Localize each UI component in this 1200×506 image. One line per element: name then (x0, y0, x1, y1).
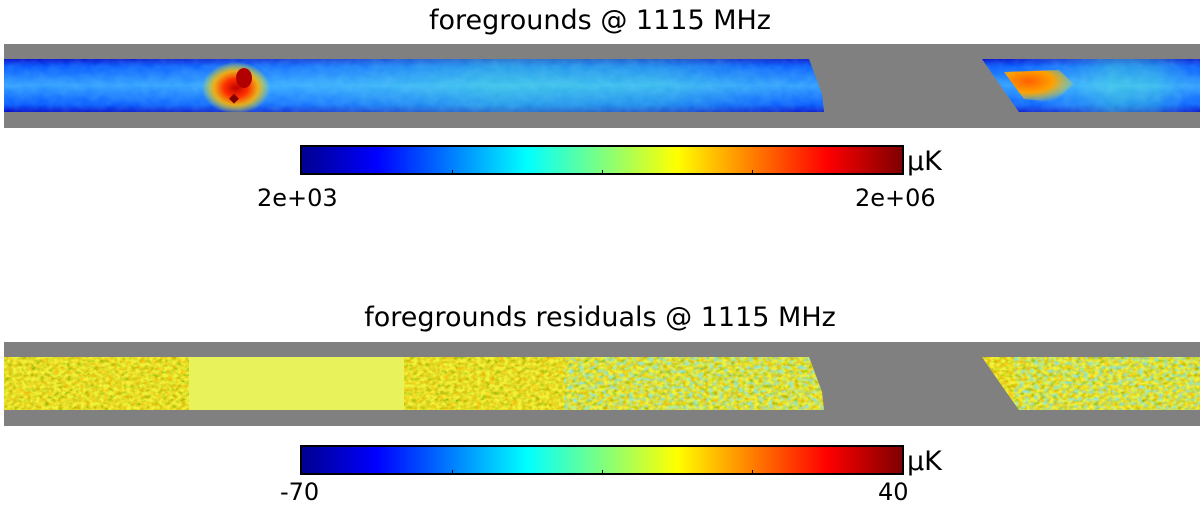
colorbar (300, 145, 904, 175)
colorbar-tick (602, 470, 603, 475)
colorbar-min-label: 2e+03 (257, 184, 338, 212)
colorbar-tick (452, 170, 453, 175)
foreground-map (4, 44, 1200, 128)
colorbar-tick (602, 170, 603, 175)
colorbar-unit: μK (907, 446, 942, 477)
colorbar-tick (452, 470, 453, 475)
panel-title: foregrounds residuals @ 1115 MHz (364, 302, 836, 333)
residuals-map (4, 342, 1200, 426)
panel-title: foregrounds @ 1115 MHz (429, 5, 771, 36)
colorbar-min-label: -70 (280, 478, 320, 506)
colorbar (300, 445, 904, 475)
colorbar-unit: μK (907, 146, 942, 177)
colorbar-max-label: 40 (878, 478, 909, 506)
colorbar-tick (752, 170, 753, 175)
colorbar-max-label: 2e+06 (855, 184, 936, 212)
colorbar-tick (752, 470, 753, 475)
